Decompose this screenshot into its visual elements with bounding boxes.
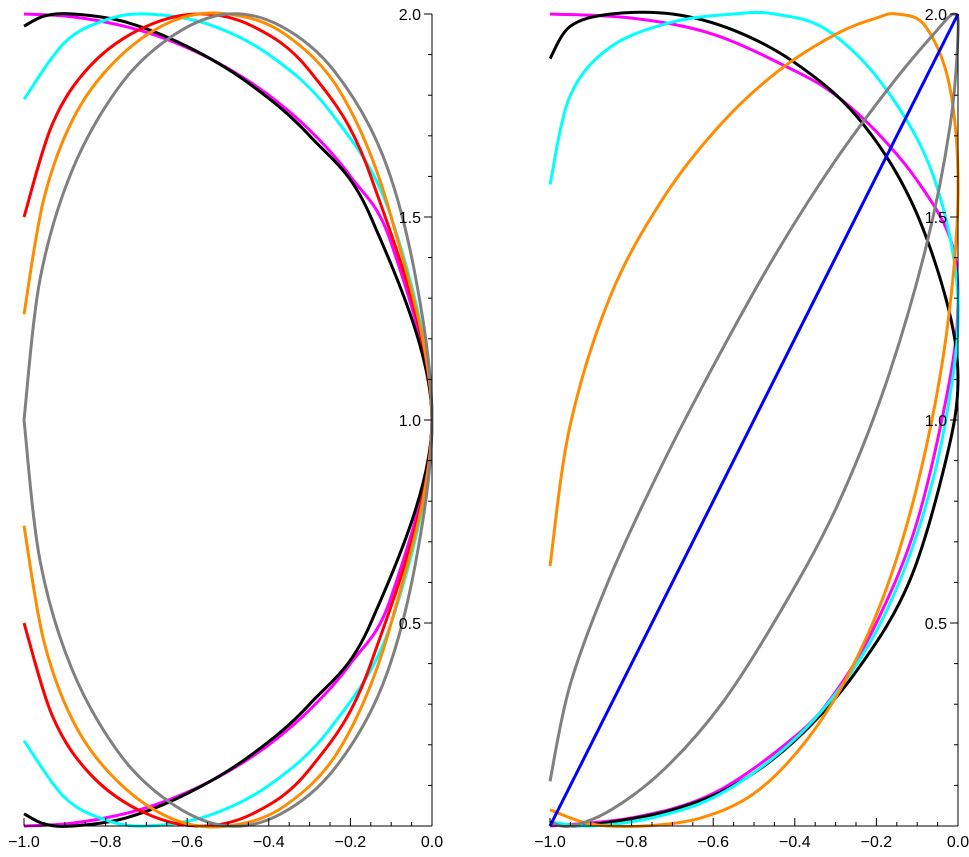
y-tick-label: 2.0 bbox=[399, 7, 421, 24]
series-line-5 bbox=[548, 13, 960, 827]
y-tick-label: 1.0 bbox=[925, 413, 947, 430]
left-plot-panel: −1.0 −0.8 −0.6 −0.4 −0.2 0.0 0.5 1.0 1.5 2.0 bbox=[8, 7, 443, 851]
x-tick-label: −0.2 bbox=[335, 834, 367, 851]
series-line-1 bbox=[23, 12, 434, 828]
series-line-0 bbox=[23, 12, 434, 828]
x-tick-label: −0.8 bbox=[616, 834, 648, 851]
x-tick-label: 0.0 bbox=[421, 834, 443, 851]
y-tick-label: 2.0 bbox=[925, 7, 947, 24]
x-tick-label: −0.4 bbox=[253, 834, 285, 851]
y-tick-label: 1.5 bbox=[925, 210, 947, 227]
series-line-5 bbox=[22, 12, 434, 828]
x-tick-label: −1.0 bbox=[8, 834, 40, 851]
x-tick-label: −0.8 bbox=[90, 834, 122, 851]
series-line-4 bbox=[22, 11, 434, 829]
x-tick-label: −1.0 bbox=[534, 834, 566, 851]
series-line-2 bbox=[22, 12, 434, 828]
y-tick-label: 1.0 bbox=[399, 413, 421, 430]
y-tick-label: 1.5 bbox=[399, 210, 421, 227]
series-line-3 bbox=[22, 12, 434, 828]
series-line-3 bbox=[548, 12, 960, 829]
y-tick-label: 0.5 bbox=[925, 616, 947, 633]
y-tick-label: 0.5 bbox=[399, 616, 421, 633]
x-tick-label: 0.0 bbox=[947, 834, 969, 851]
right-plot-panel: −1.0 −0.8 −0.6 −0.4 −0.2 0.0 0.5 1.0 1.5 2.0 bbox=[534, 7, 969, 851]
x-tick-label: −0.2 bbox=[861, 834, 893, 851]
x-tick-label: −0.6 bbox=[697, 834, 729, 851]
x-tick-label: −0.6 bbox=[171, 834, 203, 851]
x-tick-label: −0.4 bbox=[779, 834, 811, 851]
